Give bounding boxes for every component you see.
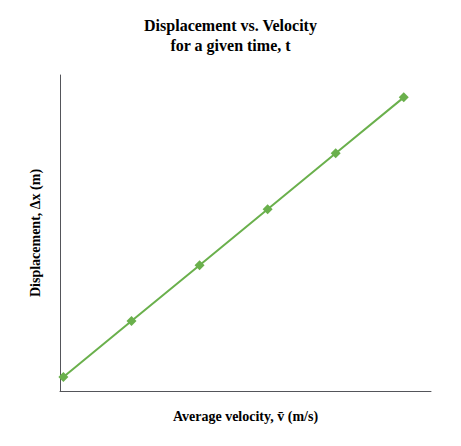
svg-text:Average velocity, v̄ (m/s): Average velocity, v̄ (m/s) [173,409,318,425]
svg-text:Displacement, Δx (m): Displacement, Δx (m) [28,169,44,297]
svg-text:Displacement vs. Velocity: Displacement vs. Velocity [144,17,317,35]
svg-text:for a given time, t: for a given time, t [170,37,291,55]
